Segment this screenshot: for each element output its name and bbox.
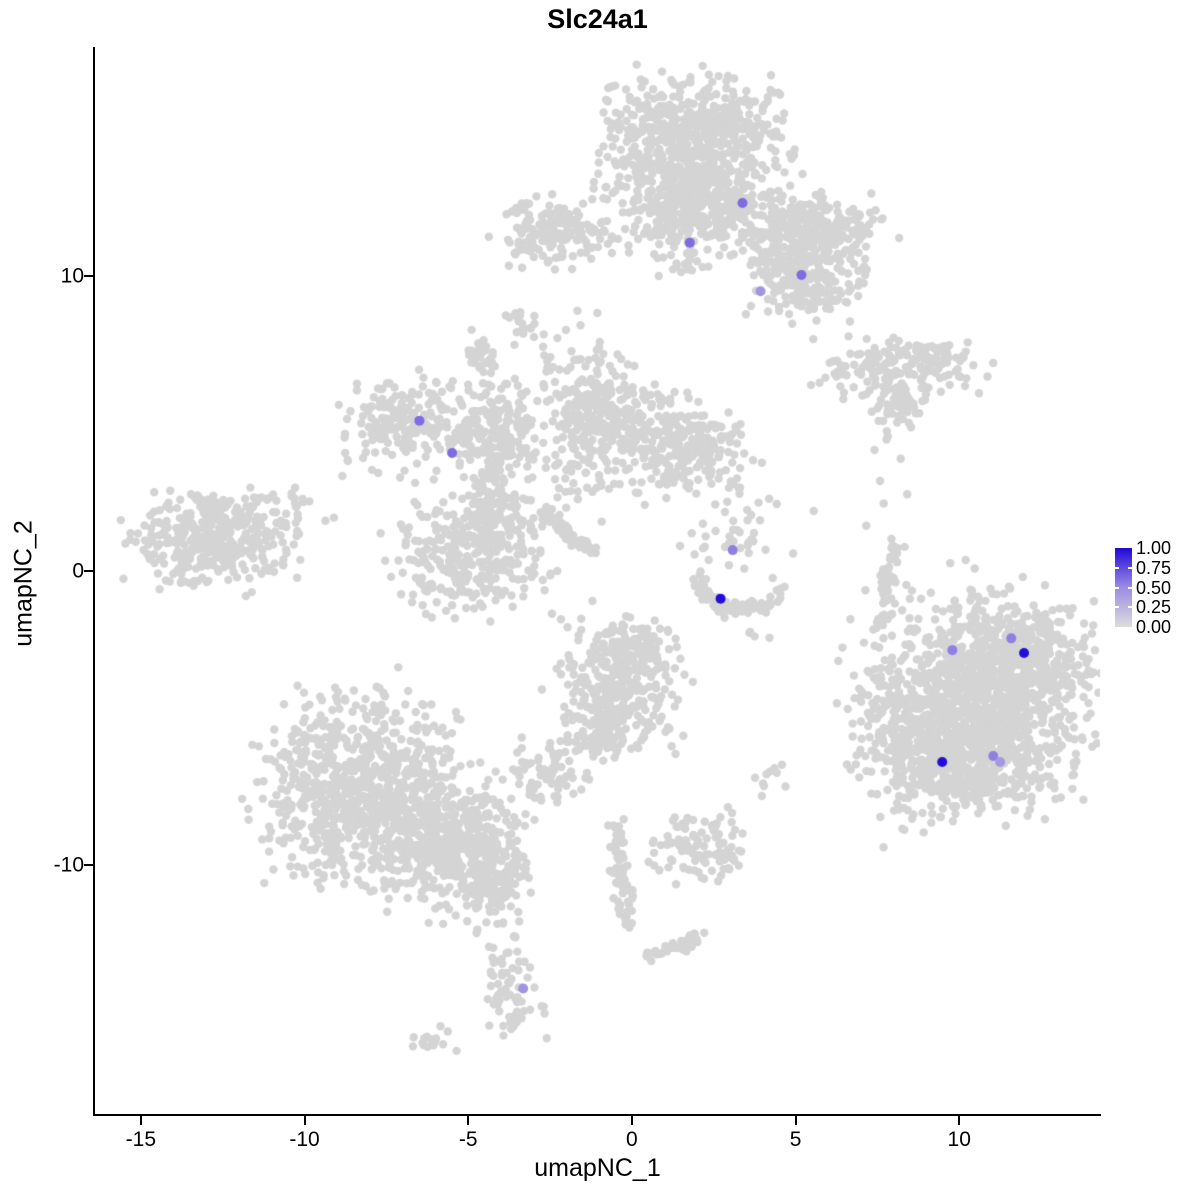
x-tick-mark [467, 1116, 470, 1125]
x-tick-mark [303, 1116, 306, 1125]
y-axis-title: umapNC_2 [9, 520, 38, 647]
x-tick-label: 5 [789, 1128, 802, 1151]
legend-bar-tick [1115, 606, 1119, 609]
x-axis-title: umapNC_1 [534, 1154, 661, 1182]
legend-bar-tick [1128, 566, 1132, 569]
legend-bar-tick [1128, 606, 1132, 609]
x-tick-mark [139, 1116, 142, 1125]
x-tick-label: -5 [458, 1128, 478, 1151]
legend-gradient-bar [1115, 548, 1132, 627]
y-tick-mark [84, 863, 93, 866]
y-tick-label: 0 [72, 559, 84, 583]
legend-tick-label: 1.00 [1136, 538, 1172, 558]
x-axis-line [93, 1114, 1101, 1116]
legend-bar-tick [1128, 586, 1132, 589]
plot-title: Slc24a1 [547, 4, 648, 34]
legend-tick-label: 0.25 [1136, 597, 1172, 618]
legend-tick-label: 0.00 [1136, 617, 1172, 637]
legend-bar-tick [1115, 566, 1119, 569]
x-tick-label: 10 [947, 1128, 971, 1151]
x-tick-label: -15 [125, 1128, 157, 1151]
y-tick-label: 10 [60, 264, 84, 288]
x-tick-mark [958, 1116, 961, 1125]
y-axis-line [93, 47, 95, 1116]
y-tick-mark [84, 275, 93, 278]
x-tick-label: -10 [289, 1128, 320, 1151]
legend-bar-tick [1115, 586, 1119, 589]
y-tick-label: -10 [53, 853, 84, 877]
x-tick-mark [794, 1116, 797, 1125]
x-tick-mark [630, 1116, 633, 1125]
y-tick-mark [84, 569, 93, 572]
x-tick-label: 0 [626, 1128, 638, 1151]
legend-tick-label: 0.50 [1136, 577, 1172, 598]
legend-tick-label: 0.75 [1136, 557, 1172, 578]
